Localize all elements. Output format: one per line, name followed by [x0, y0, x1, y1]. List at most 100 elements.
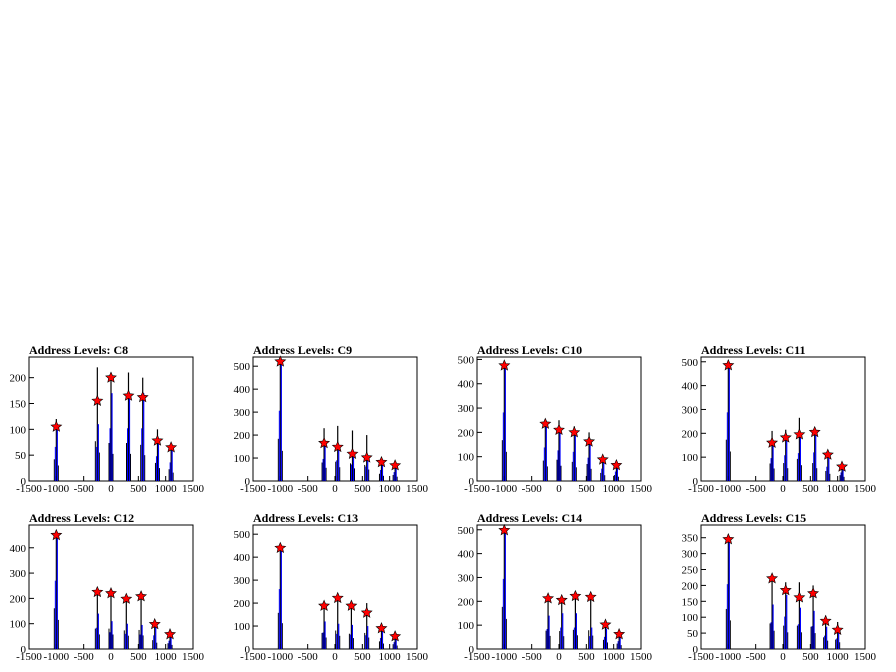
x-tick-label: 0 [780, 651, 786, 663]
x-tick-label: 0 [108, 651, 114, 663]
y-tick-label: 200 [10, 373, 27, 385]
y-tick-label: 100 [234, 621, 251, 633]
peak-marker [151, 434, 164, 446]
y-tick-label: 300 [234, 575, 251, 587]
y-tick-label: 200 [458, 596, 475, 608]
y-tick-label: 300 [682, 404, 699, 416]
peak-marker [498, 359, 511, 371]
x-tick-label: -1000 [43, 651, 69, 663]
x-tick-label: 1500 [630, 483, 653, 495]
peak-marker [722, 359, 735, 371]
x-tick-label: 1000 [379, 483, 402, 495]
y-tick-label: 150 [682, 596, 699, 608]
x-tick-label: 1000 [827, 483, 850, 495]
peak-marker [793, 591, 806, 603]
y-tick-label: 300 [234, 407, 251, 419]
peak-marker [596, 453, 609, 465]
x-tick-label: -1000 [715, 651, 741, 663]
y-tick-label: 0 [469, 644, 475, 656]
x-tick-label: -500 [522, 483, 543, 495]
plot-frame [476, 524, 642, 650]
peak-marker [584, 590, 597, 603]
x-tick-label: 0 [332, 483, 338, 495]
plot-frame [252, 356, 418, 482]
peak-marker [568, 426, 581, 438]
y-tick-label: 400 [458, 379, 475, 391]
x-tick-label: -500 [522, 651, 543, 663]
x-tick-label: 1000 [603, 483, 626, 495]
x-tick-label: 0 [780, 483, 786, 495]
peak-marker [613, 627, 626, 640]
peak-marker [331, 591, 344, 604]
peak-marker [360, 606, 373, 618]
y-tick-label: 300 [458, 403, 475, 415]
x-tick-label: -1000 [715, 483, 741, 495]
peak-marker [821, 448, 834, 460]
peak-marker [583, 435, 596, 447]
y-tick-label: 400 [458, 549, 475, 561]
x-tick-label: 0 [108, 483, 114, 495]
y-tick-label: 500 [234, 529, 251, 541]
chart-panel: Address Levels: C12 0 100 200 300 400 -1500 -10… [10, 511, 205, 663]
peak-marker [498, 523, 511, 536]
peak-marker [148, 617, 161, 630]
peak-marker [831, 623, 844, 636]
peak-marker [375, 622, 388, 634]
peak-marker [360, 451, 373, 463]
x-tick-label: 1500 [182, 483, 205, 495]
chart-panel: Address Levels: C10 0 100 200 300 400 500 -1500… [458, 343, 653, 495]
peak-marker [389, 459, 402, 471]
plot-frame [700, 356, 866, 482]
y-tick-label: 50 [15, 450, 27, 462]
y-tick-label: 100 [458, 452, 475, 464]
peak-marker [164, 628, 177, 640]
x-tick-label: -1500 [688, 483, 714, 495]
x-tick-label: -500 [74, 651, 95, 663]
y-tick-label: 100 [234, 453, 251, 465]
x-tick-label: 500 [802, 651, 819, 663]
chart-panel: Address Levels: C14 0 100 200 300 400 500 -1500… [458, 511, 653, 663]
peak-marker [91, 394, 104, 407]
chart-title: Address Levels: C12 [29, 511, 134, 525]
chart-title: Address Levels: C14 [477, 511, 582, 525]
peak-marker [50, 420, 63, 432]
y-tick-label: 100 [10, 619, 27, 631]
y-tick-label: 200 [10, 593, 27, 605]
y-tick-label: 0 [21, 476, 27, 488]
y-tick-label: 350 [682, 533, 699, 545]
x-tick-label: 1500 [854, 651, 877, 663]
y-tick-label: 0 [693, 476, 699, 488]
x-tick-label: -500 [74, 483, 95, 495]
x-tick-label: 1000 [827, 651, 850, 663]
peak-marker [836, 460, 849, 472]
x-tick-label: 1500 [406, 651, 429, 663]
y-tick-label: 500 [458, 354, 475, 366]
peak-marker [808, 425, 821, 438]
peak-marker [318, 436, 331, 449]
x-tick-label: 500 [578, 651, 595, 663]
peak-marker [722, 533, 735, 545]
chart-title: Address Levels: C13 [253, 511, 358, 525]
y-tick-label: 0 [245, 644, 251, 656]
x-tick-label: 500 [130, 483, 147, 495]
x-tick-label: 500 [130, 651, 147, 663]
peak-marker [555, 593, 568, 606]
x-tick-label: -1500 [240, 483, 266, 495]
x-tick-label: -1000 [43, 483, 69, 495]
chart-panel: Address Levels: C8 0 50 100 150 200 -1500 -1000… [10, 343, 205, 495]
peak-marker [375, 455, 388, 468]
x-tick-label: 500 [354, 483, 371, 495]
peak-marker [599, 618, 612, 630]
x-tick-label: 500 [354, 651, 371, 663]
y-tick-label: 200 [682, 580, 699, 592]
x-tick-label: 1000 [155, 651, 178, 663]
y-tick-label: 0 [245, 476, 251, 488]
y-tick-label: 100 [10, 424, 27, 436]
peak-marker [766, 436, 779, 448]
x-tick-label: 0 [556, 483, 562, 495]
peak-marker [779, 431, 792, 443]
x-tick-label: -1500 [464, 483, 490, 495]
peak-marker [389, 630, 402, 642]
x-tick-label: 1500 [182, 651, 205, 663]
peak-marker [331, 440, 344, 453]
